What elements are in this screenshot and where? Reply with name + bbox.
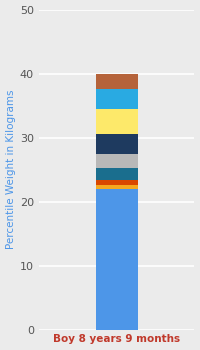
Bar xyxy=(96,168,138,180)
Bar xyxy=(96,154,138,168)
Bar xyxy=(96,89,138,110)
Bar xyxy=(96,189,138,330)
Bar xyxy=(96,74,138,89)
Y-axis label: Percentile Weight in Kilograms: Percentile Weight in Kilograms xyxy=(6,90,16,249)
Bar xyxy=(96,110,138,134)
Bar xyxy=(96,134,138,154)
Bar xyxy=(96,185,138,189)
Bar xyxy=(96,180,138,185)
